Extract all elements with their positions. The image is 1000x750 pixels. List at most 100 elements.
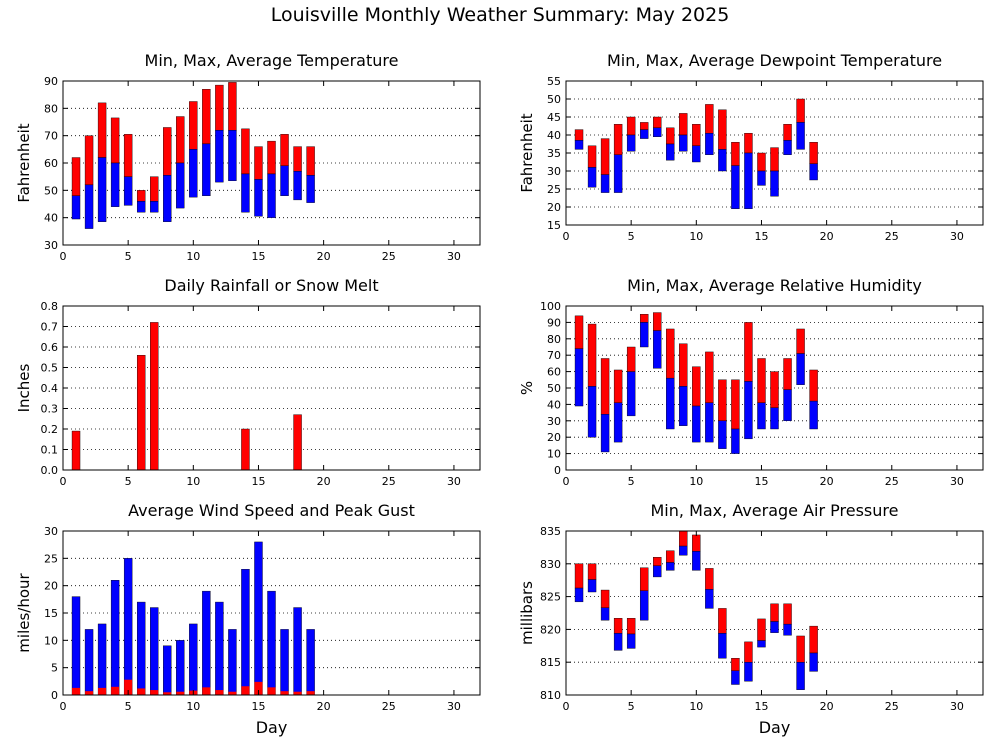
bar-max-day-16 — [770, 147, 779, 172]
y-tick-label: 0.3 — [41, 403, 59, 416]
bar-min-day-9 — [679, 134, 688, 152]
y-tick-label: 90 — [44, 75, 58, 88]
y-tick-label: 60 — [44, 157, 58, 170]
bar-gust-day-3 — [97, 623, 107, 696]
y-tick-label: 0.5 — [41, 362, 59, 375]
bar-gust-day-7 — [150, 607, 159, 696]
y-tick-label: 100 — [540, 300, 561, 313]
bar-min-day-15 — [757, 402, 766, 430]
bar-max-day-5 — [123, 134, 133, 177]
bar-max-day-3 — [600, 138, 610, 175]
x-tick-label: 15 — [251, 250, 265, 263]
bar-max-day-11 — [705, 351, 714, 403]
bar-rain-day-6 — [136, 355, 146, 471]
bar-rain-day-7 — [150, 322, 159, 471]
bar-avg-wind-day-12 — [215, 690, 224, 695]
bar-max-day-19 — [809, 625, 818, 654]
bar-min-day-11 — [705, 402, 714, 443]
y-tick-label: 20 — [547, 201, 561, 214]
x-tick-label: 20 — [317, 250, 331, 263]
x-tick-label: 5 — [125, 700, 132, 713]
bar-max-day-13 — [731, 141, 740, 166]
bar-min-day-19 — [809, 163, 818, 181]
y-tick-label: 0 — [51, 689, 58, 702]
bar-min-day-2 — [587, 167, 597, 188]
y-tick-label: 20 — [547, 431, 561, 444]
bar-max-day-16 — [770, 371, 779, 408]
x-tick-label: 0 — [60, 700, 67, 713]
bar-max-day-4 — [110, 117, 120, 164]
y-tick-label: 0.2 — [41, 423, 59, 436]
bar-max-day-8 — [666, 127, 675, 145]
bar-max-day-10 — [692, 123, 701, 146]
bar-avg-wind-day-1 — [72, 687, 81, 695]
x-tick-label: 10 — [689, 700, 703, 713]
bar-min-day-15 — [254, 179, 263, 217]
bar-gust-day-6 — [136, 601, 146, 696]
y-tick-label: 90 — [547, 316, 561, 329]
bar-min-day-1 — [71, 195, 81, 220]
x-tick-label: 25 — [885, 700, 899, 713]
bar-max-day-1 — [574, 129, 584, 141]
x-tick-label: 15 — [754, 475, 768, 488]
x-tick-label: 0 — [60, 475, 67, 488]
bar-min-day-17 — [783, 623, 792, 636]
bar-gust-day-10 — [189, 623, 198, 696]
bar-min-day-4 — [110, 162, 120, 207]
y-tick-label: 15 — [547, 219, 561, 232]
bar-avg-wind-day-11 — [202, 687, 211, 695]
bar-min-day-13 — [731, 428, 740, 454]
bar-min-day-18 — [796, 122, 805, 150]
bar-min-day-10 — [692, 405, 701, 443]
bar-min-day-17 — [783, 389, 792, 422]
x-tick-label: 10 — [186, 250, 200, 263]
bar-max-day-2 — [587, 323, 597, 387]
bar-min-day-1 — [574, 348, 584, 407]
bar-min-day-10 — [692, 145, 701, 163]
bar-max-day-1 — [574, 315, 584, 349]
y-tick-label: 25 — [44, 552, 58, 565]
bar-max-day-4 — [613, 618, 623, 634]
y-tick-label: 40 — [547, 398, 561, 411]
bar-min-day-7 — [653, 330, 662, 369]
x-tick-label: 5 — [628, 700, 635, 713]
bar-gust-day-4 — [110, 580, 120, 696]
bar-max-day-19 — [809, 369, 818, 402]
bar-max-day-1 — [71, 157, 81, 197]
temperature-chart: 30 40 50 60 70 80 90 0 5 10 15 20 25 30 Min, Max, Aver… — [15, 51, 481, 263]
bar-min-day-12 — [718, 420, 727, 449]
y-tick-label: 30 — [44, 239, 58, 252]
y-tick-label: 25 — [547, 183, 561, 196]
chart-title: Min, Max, Average Relative Humidity — [627, 276, 922, 295]
bar-max-day-8 — [666, 550, 675, 563]
y-tick-label: 60 — [547, 366, 561, 379]
bar-min-day-14 — [744, 662, 753, 682]
bar-min-day-2 — [587, 386, 597, 438]
chart-title: Min, Max, Average Temperature — [145, 51, 399, 70]
bar-max-day-18 — [796, 98, 805, 123]
chart-title: Min, Max, Average Air Pressure — [651, 501, 899, 520]
bar-min-day-6 — [639, 322, 649, 348]
bar-max-day-8 — [666, 328, 675, 379]
y-tick-label: 0 — [554, 464, 561, 477]
y-tick-label: 810 — [540, 689, 561, 702]
x-tick-label: 25 — [382, 475, 396, 488]
bar-min-day-10 — [692, 551, 701, 571]
bar-min-day-15 — [757, 170, 766, 186]
bar-max-day-7 — [653, 116, 662, 129]
x-tick-label: 0 — [563, 475, 570, 488]
x-tick-label: 0 — [563, 230, 570, 243]
bar-min-day-14 — [241, 173, 250, 213]
x-tick-label: 0 — [563, 700, 570, 713]
bar-max-day-5 — [626, 618, 636, 635]
bar-avg-wind-day-9 — [176, 691, 185, 695]
bar-gust-day-11 — [202, 590, 211, 696]
bar-avg-wind-day-13 — [228, 691, 237, 695]
x-tick-label: 30 — [950, 700, 964, 713]
bar-gust-day-13 — [228, 629, 237, 696]
bar-max-day-16 — [267, 140, 276, 175]
x-tick-label: 15 — [754, 230, 768, 243]
y-tick-label: 40 — [44, 212, 58, 225]
bar-max-day-2 — [84, 135, 94, 186]
bar-avg-wind-day-19 — [306, 691, 315, 695]
